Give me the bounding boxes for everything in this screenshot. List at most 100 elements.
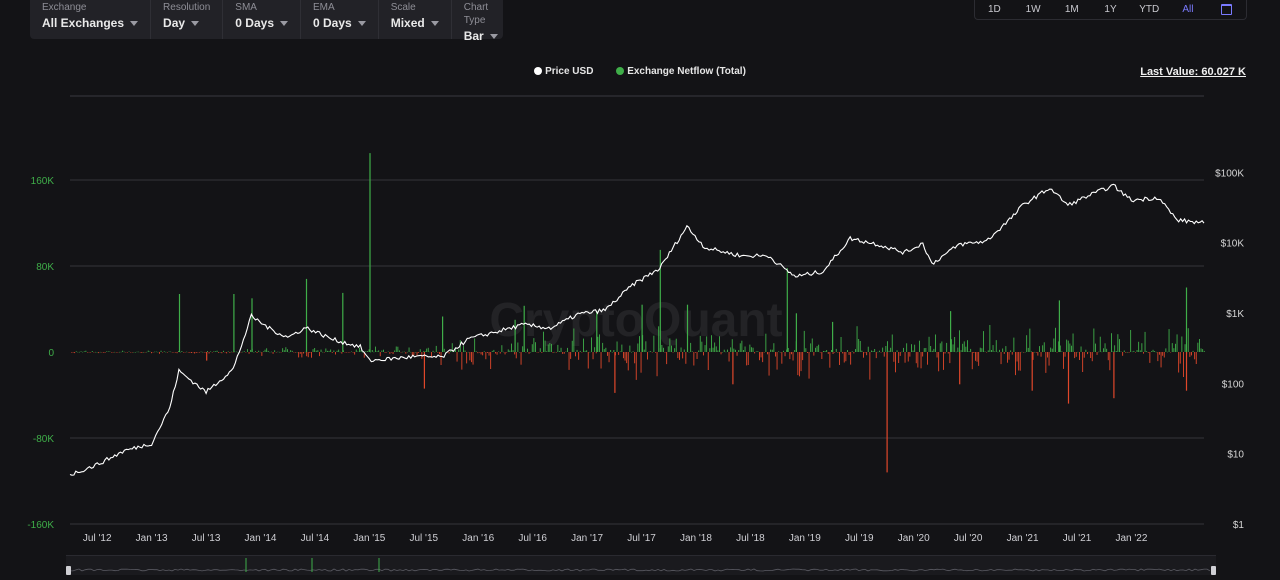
netflow-bar	[136, 351, 138, 353]
netflow-bar	[565, 351, 567, 352]
watermark: CryptoQuant	[489, 294, 782, 347]
netflow-bar	[661, 345, 663, 352]
netflow-bar	[327, 350, 328, 352]
netflow-bar	[587, 352, 589, 369]
netflow-bar	[967, 340, 968, 352]
netflow-bar	[1058, 341, 1060, 352]
netflow-bar	[269, 351, 271, 353]
netflow-bar	[386, 352, 388, 353]
legend-item-netflow[interactable]: Exchange Netflow (Total)	[616, 66, 746, 77]
netflow-spike	[959, 352, 961, 385]
netflow-bar	[775, 352, 776, 357]
netflow-bar	[339, 351, 341, 353]
netflow-bar	[434, 351, 436, 353]
netflow-bar	[799, 352, 800, 377]
netflow-bar	[551, 343, 552, 352]
netflow-bar	[752, 347, 754, 352]
netflow-bar	[946, 342, 948, 352]
netflow-bar	[391, 352, 392, 353]
netflow-bar	[495, 352, 496, 354]
netflow-bar	[611, 352, 613, 353]
netflow-bar	[125, 352, 127, 353]
netflow-bar	[448, 352, 450, 354]
netflow-bar	[658, 326, 660, 352]
netflow-spike	[1185, 287, 1188, 352]
netflow-bar	[845, 352, 847, 362]
netflow-bar	[107, 351, 109, 352]
netflow-bar	[837, 352, 839, 353]
netflow-bar	[1181, 336, 1183, 352]
netflow-spike	[178, 294, 181, 352]
netflow-bar	[810, 343, 812, 352]
netflow-bar	[783, 350, 784, 352]
netflow-bar	[685, 352, 687, 364]
resolution-select[interactable]: Resolution Day	[151, 0, 224, 39]
netflow-bar	[323, 352, 325, 353]
x-axis-tick-label: Jan '21	[1007, 533, 1039, 544]
netflow-bar	[464, 350, 466, 352]
netflow-bar	[383, 349, 384, 352]
netflow-bar	[675, 338, 677, 352]
netflow-bar	[1029, 328, 1031, 352]
netflow-bar	[1125, 352, 1127, 353]
range-1d-button[interactable]: 1D	[987, 4, 1001, 15]
range-ytd-button[interactable]: YTD	[1139, 4, 1160, 15]
netflow-bar	[983, 331, 984, 352]
netflow-bar	[357, 351, 359, 352]
netflow-bar	[336, 350, 338, 352]
netflow-bar	[688, 352, 690, 353]
netflow-bar	[757, 351, 759, 352]
x-axis-tick-label: Jan '22	[1115, 533, 1147, 544]
ema-select[interactable]: EMA 0 Days	[301, 0, 379, 39]
scale-select[interactable]: Scale Mixed	[379, 0, 452, 39]
sma-select[interactable]: SMA 0 Days	[223, 0, 301, 39]
range-all-button[interactable]: All	[1182, 4, 1194, 15]
netflow-bar	[709, 348, 711, 352]
netflow-bar	[351, 351, 352, 352]
netflow-bar	[1143, 352, 1144, 354]
navigator-right-handle[interactable]	[1211, 566, 1216, 575]
netflow-bar	[415, 352, 416, 353]
netflow-bar	[410, 351, 412, 353]
netflow-bar	[119, 351, 120, 353]
netflow-bar	[499, 352, 501, 354]
netflow-bar	[898, 352, 900, 363]
chart-type-select[interactable]: Chart Type Bar	[452, 0, 510, 43]
netflow-bar	[263, 351, 264, 352]
netflow-bar	[544, 340, 546, 352]
netflow-bar	[1042, 345, 1044, 352]
netflow-bar	[602, 342, 604, 352]
navigator-left-handle[interactable]	[66, 566, 71, 575]
netflow-bar	[554, 351, 556, 353]
netflow-bar	[77, 351, 79, 353]
netflow-bar	[741, 340, 743, 352]
netflow-bar	[1154, 351, 1156, 352]
netflow-bar	[221, 352, 223, 354]
netflow-bar	[819, 352, 821, 353]
netflow-bar	[111, 352, 112, 353]
netflow-bar	[901, 351, 903, 353]
netflow-spike	[1185, 352, 1188, 391]
netflow-bar	[157, 351, 159, 353]
netflow-bar	[427, 347, 429, 352]
price-series-line	[69, 183, 1205, 476]
range-1y-button[interactable]: 1Y	[1104, 4, 1117, 15]
netflow-bar	[101, 352, 103, 353]
netflow-bar	[143, 352, 144, 353]
last-value[interactable]: Last Value: 60.027 K	[1140, 66, 1246, 78]
netflow-bar	[719, 336, 720, 352]
netflow-bar	[579, 350, 581, 352]
chart-settings-toolbar: Exchange All Exchanges Resolution Day SM…	[30, 0, 503, 43]
netflow-bar	[832, 352, 834, 354]
netflow-bar	[1138, 341, 1140, 352]
exchange-value: All Exchanges	[42, 16, 125, 30]
legend-item-price[interactable]: Price USD	[534, 66, 593, 77]
range-navigator[interactable]	[66, 555, 1216, 575]
date-picker-button[interactable]	[1207, 1, 1246, 18]
netflow-bar	[1127, 352, 1128, 353]
range-1m-button[interactable]: 1M	[1064, 4, 1079, 15]
netflow-bar	[738, 350, 740, 352]
range-1w-button[interactable]: 1W	[1025, 4, 1041, 15]
exchange-select[interactable]: Exchange All Exchanges	[30, 0, 152, 39]
netflow-bar	[312, 349, 314, 352]
